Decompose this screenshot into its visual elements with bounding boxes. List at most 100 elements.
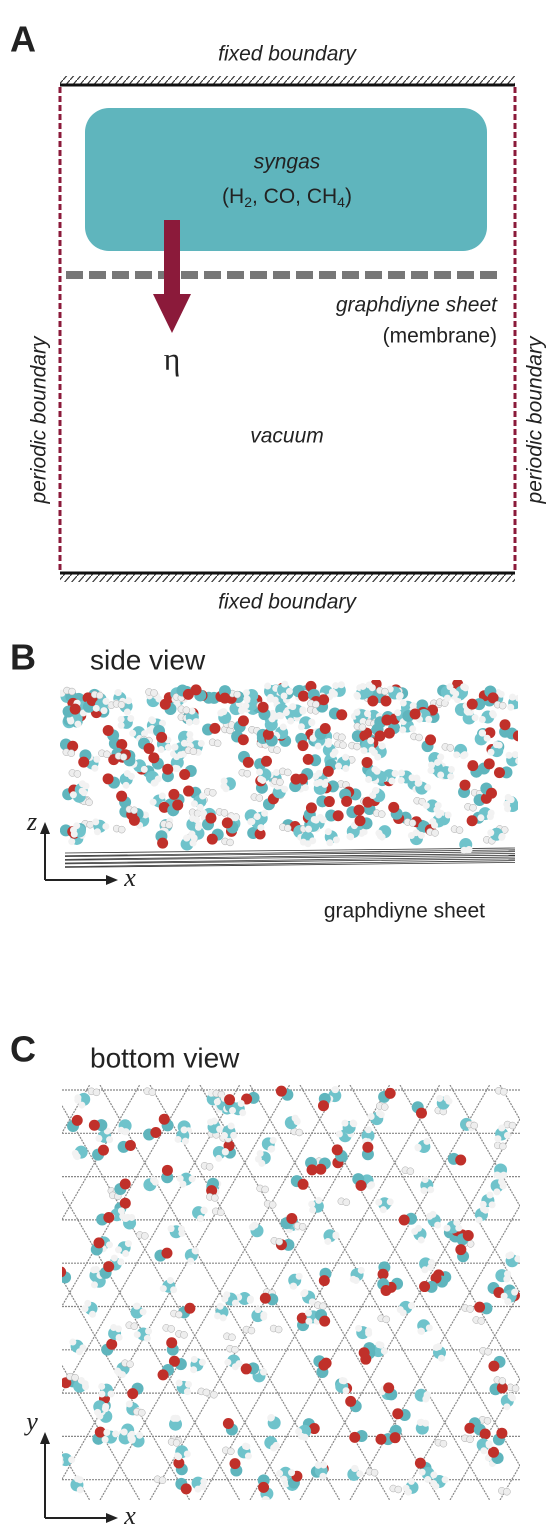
atom [353, 742, 361, 751]
boundary-label: periodic boundary [28, 335, 51, 504]
atom [290, 1282, 298, 1290]
lattice-line [0, 1085, 40, 1500]
atom [487, 829, 495, 837]
atom [412, 829, 420, 837]
atom [141, 730, 149, 738]
atom [91, 764, 99, 772]
atom [503, 1403, 511, 1411]
atom [115, 1333, 123, 1341]
atom [141, 1232, 149, 1240]
atom [282, 709, 290, 717]
atom [485, 1441, 493, 1449]
atom [205, 1163, 214, 1171]
atom [170, 1286, 178, 1294]
formula-part: (H [222, 185, 244, 208]
atom [423, 1137, 431, 1145]
arrow-head [40, 822, 50, 834]
atom [424, 783, 432, 791]
atom [318, 1275, 330, 1287]
atom [158, 801, 170, 813]
atom [180, 1483, 192, 1495]
atom [369, 792, 377, 800]
atom [312, 700, 320, 709]
atom [228, 1333, 236, 1342]
atom [230, 1131, 238, 1139]
atom [128, 1435, 136, 1443]
arrow-head [153, 294, 191, 333]
atom [338, 1376, 346, 1384]
atom [489, 709, 497, 717]
atom [231, 1299, 239, 1307]
atom [260, 755, 272, 767]
atom [220, 782, 228, 790]
sheet-line [64, 856, 516, 864]
atom [95, 1134, 103, 1142]
atom [93, 1237, 105, 1249]
atom [243, 695, 251, 703]
sheet-line [64, 849, 516, 857]
atom [106, 1136, 114, 1144]
atom [62, 1266, 67, 1278]
atom [421, 1266, 429, 1274]
atom [394, 1485, 403, 1494]
atom [466, 1240, 475, 1248]
atom [499, 1087, 508, 1096]
atom [478, 729, 486, 737]
atom [124, 1240, 132, 1248]
atom [212, 1145, 226, 1159]
sheet-line [64, 860, 516, 867]
atom [377, 1268, 389, 1280]
atom [430, 1272, 442, 1284]
atom [260, 1368, 268, 1376]
atom [255, 794, 264, 802]
atom [67, 749, 76, 757]
panel-label: B [10, 637, 36, 678]
atom [295, 1128, 304, 1137]
atom [301, 1433, 309, 1441]
atom [78, 756, 90, 768]
sheet-line [64, 854, 516, 861]
atom [415, 733, 423, 742]
atom [326, 839, 334, 847]
atom [455, 1224, 463, 1232]
atom [210, 1117, 218, 1125]
atom [119, 1197, 131, 1209]
atom [267, 1145, 275, 1153]
atom [211, 1194, 219, 1202]
atom [190, 1366, 198, 1374]
atom [189, 747, 198, 756]
atom [331, 748, 339, 756]
atom [425, 1324, 433, 1332]
atom [271, 1443, 279, 1451]
atom [67, 717, 75, 725]
atom [97, 1144, 109, 1156]
atom [117, 825, 126, 834]
atom [117, 721, 125, 729]
atom [149, 798, 157, 806]
atom [102, 724, 114, 736]
atom [514, 1255, 520, 1263]
atom [377, 810, 386, 818]
atom [254, 1306, 262, 1314]
atom [461, 751, 469, 759]
atom [317, 1100, 329, 1112]
lattice-line [449, 1377, 520, 1500]
atom [261, 1185, 269, 1194]
atom [474, 1301, 486, 1313]
atom [498, 1124, 506, 1132]
atom [243, 1443, 251, 1451]
atom [256, 1150, 264, 1158]
atom [418, 1468, 426, 1476]
atom [375, 1433, 387, 1445]
atom [237, 1100, 245, 1108]
atom [117, 701, 126, 709]
atom [358, 1347, 370, 1359]
atom [415, 779, 423, 787]
lattice-line [149, 1085, 391, 1500]
atom [302, 753, 314, 765]
atom [425, 715, 433, 723]
atom [117, 1258, 125, 1266]
atom [505, 1252, 513, 1260]
atom [365, 681, 373, 689]
atom [183, 785, 195, 797]
